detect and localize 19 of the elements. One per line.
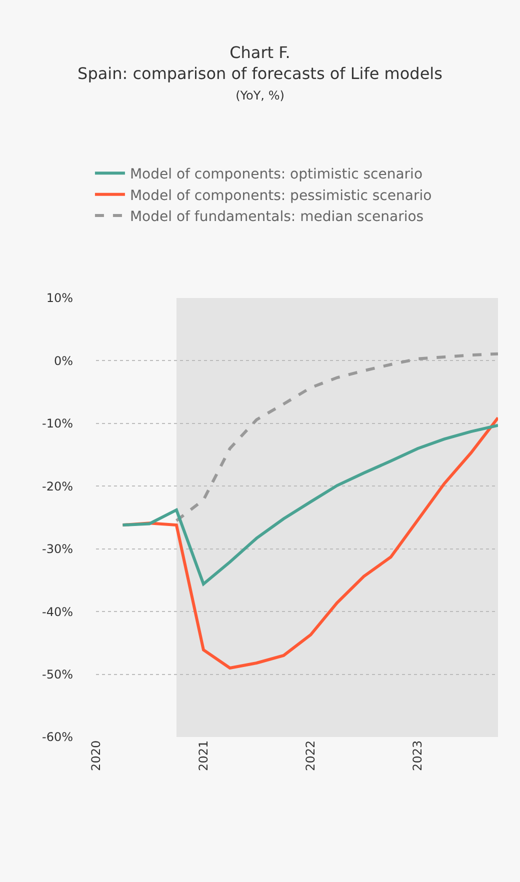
chart-subtitle: (YoY, %) <box>236 88 284 103</box>
line-series <box>174 352 498 522</box>
chart-title: Chart F. Spain: comparison of forecasts of Life models <box>78 43 442 83</box>
line-series <box>121 424 498 586</box>
y-tick-label: 10% <box>46 291 73 306</box>
y-tick-label: -30% <box>42 542 73 556</box>
y-tick-label: -20% <box>42 479 73 494</box>
y-tick-label: -50% <box>42 667 73 682</box>
legend-label: Model of components: optimistic scenario <box>130 166 423 183</box>
x-tick-label: 2022 <box>304 740 318 771</box>
y-tick-label: -40% <box>42 604 73 619</box>
legend-label: Model of components: pessimistic scenario <box>130 188 432 204</box>
x-tick-label: 2020 <box>88 740 103 771</box>
legend-label: Model of fundamentals: median scenarios <box>130 208 424 225</box>
y-tick-label: -10% <box>42 416 73 431</box>
y-tick-label: -60% <box>42 730 73 744</box>
x-tick-label: 2021 <box>196 740 210 771</box>
x-tick-label: 2023 <box>410 740 425 771</box>
y-tick-label: 0% <box>54 354 73 368</box>
